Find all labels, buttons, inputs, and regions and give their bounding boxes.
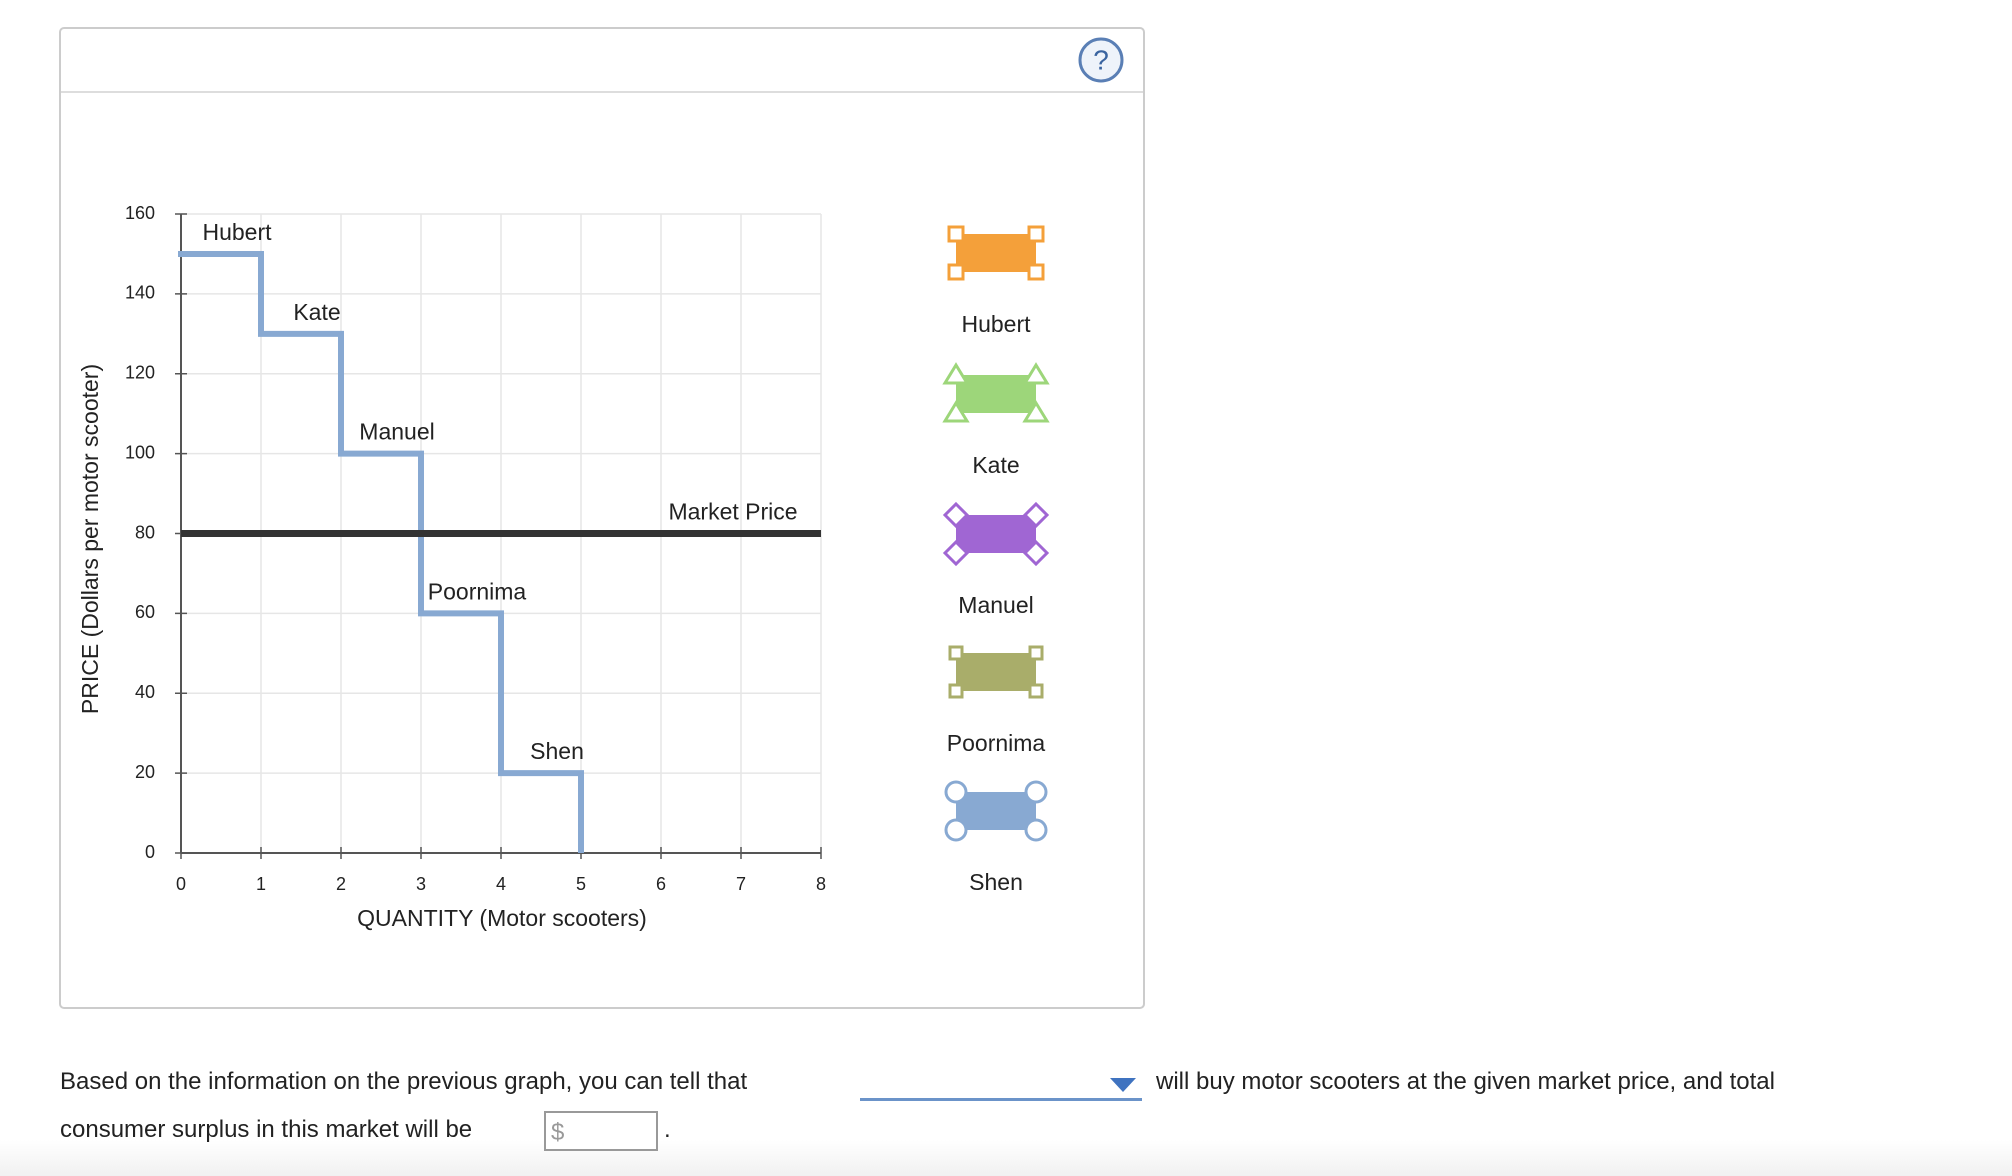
palette-tool[interactable]: [947, 225, 1045, 281]
y-tick-label: 140: [125, 283, 155, 303]
y-axis-label: PRICE (Dollars per motor scooter): [77, 364, 103, 714]
palette-tool[interactable]: [944, 780, 1048, 842]
handle: [948, 645, 964, 661]
handle: [1022, 362, 1050, 385]
y-tick-label: 0: [145, 842, 155, 862]
question-end: .: [664, 1116, 671, 1143]
palette-label: Manuel: [958, 592, 1033, 618]
x-tick-label: 1: [256, 874, 266, 894]
question-text: Based on the information on the previous…: [60, 1068, 748, 1095]
handle: [947, 225, 965, 243]
handle: [1022, 400, 1050, 423]
y-tick-label: 120: [125, 363, 155, 383]
handle: [944, 780, 968, 804]
palette-swatch: [956, 792, 1036, 830]
palette-swatch: [956, 515, 1036, 553]
svg-text:?: ?: [1093, 44, 1109, 75]
handle: [1024, 780, 1048, 804]
panel: [59, 27, 1145, 1009]
handle: [1022, 501, 1050, 529]
palette-swatch: [956, 375, 1036, 413]
handle: [948, 683, 964, 699]
question-text: will buy motor scooters at the given mar…: [1156, 1068, 1775, 1095]
y-tick-label: 20: [135, 762, 155, 782]
x-tick-label: 8: [816, 874, 826, 894]
handle: [942, 362, 970, 385]
x-tick-label: 6: [656, 874, 666, 894]
handle: [942, 501, 970, 529]
palette-label: Poornima: [947, 730, 1046, 756]
buyer-label: Manuel: [359, 419, 434, 445]
palette-tool[interactable]: [942, 362, 1050, 423]
buyer-label: Shen: [530, 738, 584, 764]
handle: [944, 818, 968, 842]
palette-swatch: [956, 653, 1036, 691]
buyer-label: Poornima: [428, 578, 527, 604]
x-tick-label: 7: [736, 874, 746, 894]
handle: [947, 263, 965, 281]
y-tick-label: 80: [135, 522, 155, 542]
x-tick-label: 2: [336, 874, 346, 894]
y-tick-label: 160: [125, 203, 155, 223]
dropdown[interactable]: [860, 1070, 1142, 1101]
handle: [942, 539, 970, 567]
handle: [1027, 263, 1045, 281]
x-tick-label: 3: [416, 874, 426, 894]
surplus-input[interactable]: $: [544, 1111, 658, 1151]
question-text: consumer surplus in this market will be: [60, 1116, 473, 1143]
handle: [1024, 818, 1048, 842]
handle: [1028, 645, 1044, 661]
y-tick-label: 60: [135, 602, 155, 622]
currency-sign: $: [551, 1119, 565, 1146]
palette-label: Hubert: [961, 311, 1031, 337]
palette-tool[interactable]: [948, 645, 1044, 699]
handle: [1027, 225, 1045, 243]
y-tick-label: 40: [135, 682, 155, 702]
buyer-label: Kate: [293, 299, 340, 325]
palette-tool[interactable]: [942, 501, 1050, 567]
market-price-label: Market Price: [668, 499, 797, 525]
x-tick-label: 0: [176, 874, 186, 894]
dropdown-arrow: [1110, 1078, 1136, 1092]
buyer-label: Hubert: [202, 219, 272, 245]
handle: [1022, 539, 1050, 567]
x-tick-label: 4: [496, 874, 506, 894]
x-axis-label: QUANTITY (Motor scooters): [357, 905, 647, 931]
palette-label: Shen: [969, 869, 1023, 895]
help-icon[interactable]: ?: [1078, 37, 1124, 83]
palette-label: Kate: [972, 452, 1019, 478]
y-tick-label: 100: [125, 442, 155, 462]
handle: [942, 400, 970, 423]
palette-swatch: [956, 234, 1036, 272]
x-tick-label: 5: [576, 874, 586, 894]
handle: [1028, 683, 1044, 699]
